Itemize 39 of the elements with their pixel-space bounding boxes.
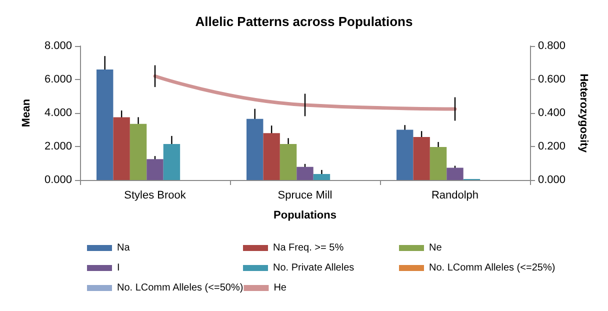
legend-label: No. Private Alleles bbox=[273, 262, 354, 274]
y-tick-label: 8.000 bbox=[44, 40, 72, 52]
bar bbox=[163, 144, 180, 180]
y-axis-title: Mean bbox=[20, 98, 32, 128]
bar bbox=[263, 133, 280, 180]
y2-tick-label: 0.400 bbox=[538, 107, 566, 119]
y2-tick-label: 0.000 bbox=[538, 174, 566, 186]
chart-title: Allelic Patterns across Populations bbox=[195, 14, 413, 29]
bar bbox=[430, 147, 447, 180]
legend-label: No. LComm Alleles (<=25%) bbox=[429, 262, 556, 274]
y-tick-label: 6.000 bbox=[44, 74, 72, 86]
bar bbox=[113, 117, 130, 180]
legend-label: No. LComm Alleles (<=50%) bbox=[117, 282, 244, 294]
y2-tick-label: 0.800 bbox=[538, 40, 566, 52]
bar bbox=[446, 168, 464, 180]
bar bbox=[413, 136, 430, 180]
bar bbox=[146, 159, 164, 180]
legend-label: Ne bbox=[429, 242, 442, 254]
bar bbox=[130, 124, 147, 180]
bar bbox=[280, 144, 297, 180]
y2-axis-title: Heterozygosity bbox=[578, 74, 590, 154]
x-tick-label: Randolph bbox=[431, 190, 479, 202]
bar bbox=[246, 118, 264, 180]
legend-label: Na bbox=[117, 242, 130, 254]
bar bbox=[313, 174, 330, 180]
y2-tick-label: 0.600 bbox=[538, 74, 566, 86]
x-tick-label: Spruce Mill bbox=[278, 190, 332, 202]
y2-tick-label: 0.200 bbox=[538, 140, 566, 152]
legend-label: I bbox=[117, 262, 120, 274]
legend-label: He bbox=[274, 282, 287, 294]
x-tick-label: Styles Brook bbox=[124, 190, 186, 202]
y-tick-label: 4.000 bbox=[44, 107, 72, 119]
legend-label: Na Freq. >= 5% bbox=[273, 242, 344, 254]
bar bbox=[396, 130, 414, 180]
bar bbox=[96, 69, 114, 180]
y-tick-label: 2.000 bbox=[44, 140, 72, 152]
y-tick-label: 0.000 bbox=[44, 174, 72, 186]
bar bbox=[296, 166, 314, 180]
x-axis-title: Populations bbox=[274, 210, 336, 222]
